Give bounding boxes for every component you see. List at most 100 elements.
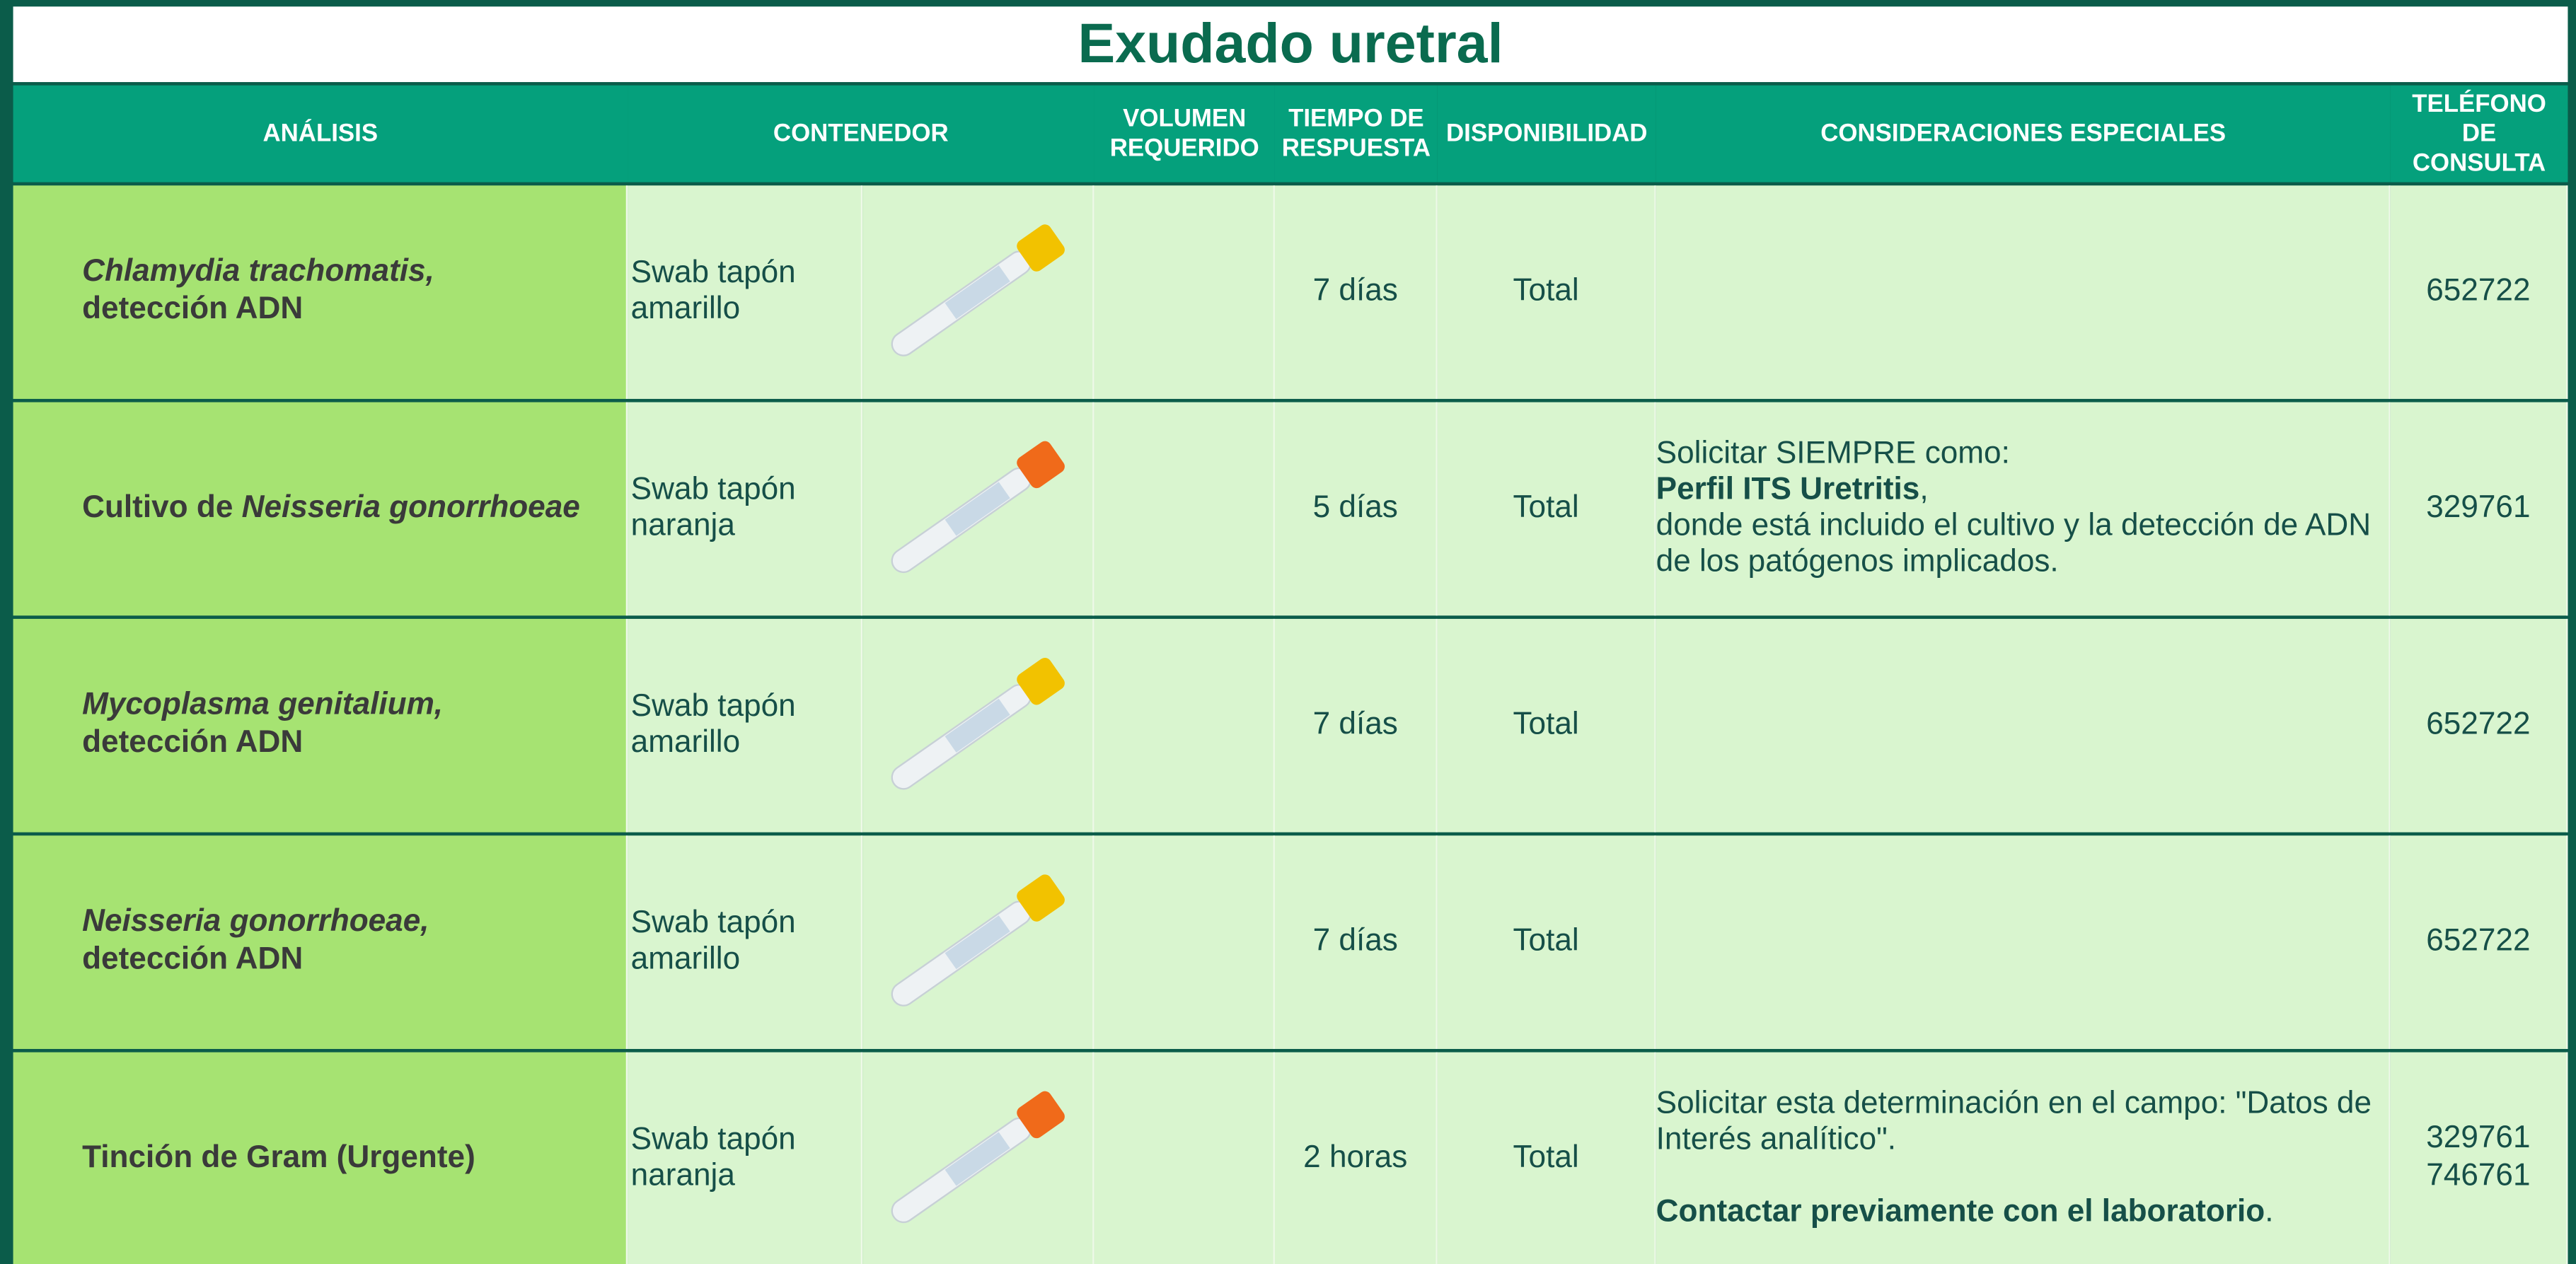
text-segment: Chlamydia trachomatis, [82,255,434,289]
availability-cell: Total [1437,185,1656,399]
analysis: Cultivo de Neisseria gonorrhoeae [82,490,580,528]
time-cell: 7 días [1274,618,1438,833]
tube-label [945,1132,1010,1186]
tube-cap [1017,1091,1065,1139]
response-time: 7 días [1312,274,1398,309]
text-segment: Contactar previamente con el laboratorio [1656,1195,2265,1230]
considerations: Solicitar esta determinación en el campo… [1656,1086,2376,1232]
container-text: Swab tapón amarillo [630,905,796,977]
tube [891,1091,1065,1224]
text-line: Perfil ITS Uretritis, [1656,472,2376,509]
analysis-cell: Chlamydia trachomatis, detección ADN [13,185,628,399]
analysis: Mycoplasma genitalium, detección ADN [82,688,443,763]
text-line: Solicitar SIEMPRE como: [1656,436,2376,472]
tube [891,224,1065,356]
phone: 746761 [2426,1159,2531,1194]
availability-cell: Total [1437,618,1656,833]
swab-tube [891,224,1065,356]
text-segment: Solicitar esta determinación en el campo… [1656,1086,2372,1157]
response-time: 7 días [1312,924,1398,959]
text-segment: Cultivo de [82,489,242,525]
availability-cell: Total [1437,1052,1656,1264]
analysis: Chlamydia trachomatis, detección ADN [82,255,434,330]
availability: Total [1513,490,1579,526]
title: Exudado uretral [13,6,2568,83]
considerations: Solicitar SIEMPRE como: Perfil ITS Uretri… [1656,436,2376,581]
text-line: detección ADN [82,942,429,980]
swab-tube [891,657,1065,790]
swab-tube [891,441,1065,574]
tube-label [945,265,1010,320]
column-header: CONTENEDOR [628,85,1094,182]
volume-cell [1094,618,1275,833]
considerations-cell: Solicitar esta determinación en el campo… [1656,1052,2391,1264]
time-cell: 5 días [1274,402,1438,616]
text-line: Neisseria gonorrhoeae, [82,905,429,942]
analysis-cell: Neisseria gonorrhoeae, detección ADN [13,835,628,1049]
container-cell: Swab tapón amarillo [628,618,863,833]
time-cell: 7 días [1274,185,1438,399]
container-text: Swab tapón amarillo [630,255,796,327]
column-header: CONSIDERACIONES ESPECIALES [1656,85,2391,182]
response-time: 2 horas [1303,1140,1408,1176]
volume-cell [1094,402,1275,616]
tube-cell [862,835,1094,1049]
analysis-cell: Mycoplasma genitalium, detección ADN [13,618,628,833]
tube [891,874,1065,1007]
phone-cell: 652722 [2390,185,2568,399]
volume-cell [1094,1052,1275,1264]
text-segment: Perfil ITS Uretritis [1656,472,1920,507]
phone-cell: 329761 746761 [2390,1052,2568,1264]
volume-cell [1094,835,1275,1049]
availability: Total [1513,924,1579,959]
paragraph: Contactar previamente con el laboratorio… [1656,1195,2376,1232]
availability-cell: Total [1437,402,1656,616]
container-cell: Swab tapón naranja [628,1052,863,1264]
container-cell: Swab tapón naranja [628,402,863,616]
text-line: Mycoplasma genitalium, [82,688,443,726]
phone-cell: 652722 [2390,835,2568,1049]
column-header: TIEMPO DE RESPUESTA [1274,85,1438,182]
phones: 329761 746761 [2426,1122,2530,1197]
analysis-cell: Cultivo de Neisseria gonorrhoeae [13,402,628,616]
considerations-cell [1656,835,2391,1049]
tube-cell [862,402,1094,616]
swab-tube [891,1091,1065,1224]
time-cell: 2 horas [1274,1052,1438,1264]
text-line: Tinción de Gram (Urgente) [82,1140,475,1178]
tube-cap [1017,441,1065,489]
text-segment: Neisseria gonorrhoeae [241,489,580,525]
phone-cell: 329761 [2390,402,2568,616]
column-header: ANÁLISIS [13,85,628,182]
text-line: detección ADN [82,726,443,763]
tube-cap [1017,874,1065,922]
column-header: TELÉFONO DE CONSULTA [2390,85,2568,182]
analysis: Tinción de Gram (Urgente) [82,1140,475,1178]
analysis: Neisseria gonorrhoeae, detección ADN [82,905,429,980]
tube-cell [862,1052,1094,1264]
response-time: 5 días [1312,490,1398,526]
text-segment: detección ADN [82,292,304,327]
phone: 329761 [2426,489,2531,525]
container-cell: Swab tapón amarillo [628,835,863,1049]
text-segment: Mycoplasma genitalium, [82,688,444,723]
text-line: Chlamydia trachomatis, [82,255,434,292]
phones: 652722 [2426,924,2530,961]
paragraph: Solicitar SIEMPRE como: Perfil ITS Uretri… [1656,436,2376,581]
tube-label [945,915,1010,970]
paragraph: Solicitar esta determinación en el campo… [1656,1086,2376,1159]
phones: 329761 [2426,490,2530,528]
column-header: VOLUMEN REQUERIDO [1094,85,1275,182]
text-segment: detección ADN [82,942,304,977]
phone: 652722 [2426,707,2531,742]
considerations-cell [1656,618,2391,833]
considerations-cell: Solicitar SIEMPRE como: Perfil ITS Uretri… [1656,402,2391,616]
tube-cell [862,185,1094,399]
tube-cap [1017,657,1065,705]
analysis-cell: Tinción de Gram (Urgente) [13,1052,628,1264]
time-cell: 7 días [1274,835,1438,1049]
phones: 652722 [2426,707,2530,744]
column-header: DISPONIBILIDAD [1437,85,1656,182]
